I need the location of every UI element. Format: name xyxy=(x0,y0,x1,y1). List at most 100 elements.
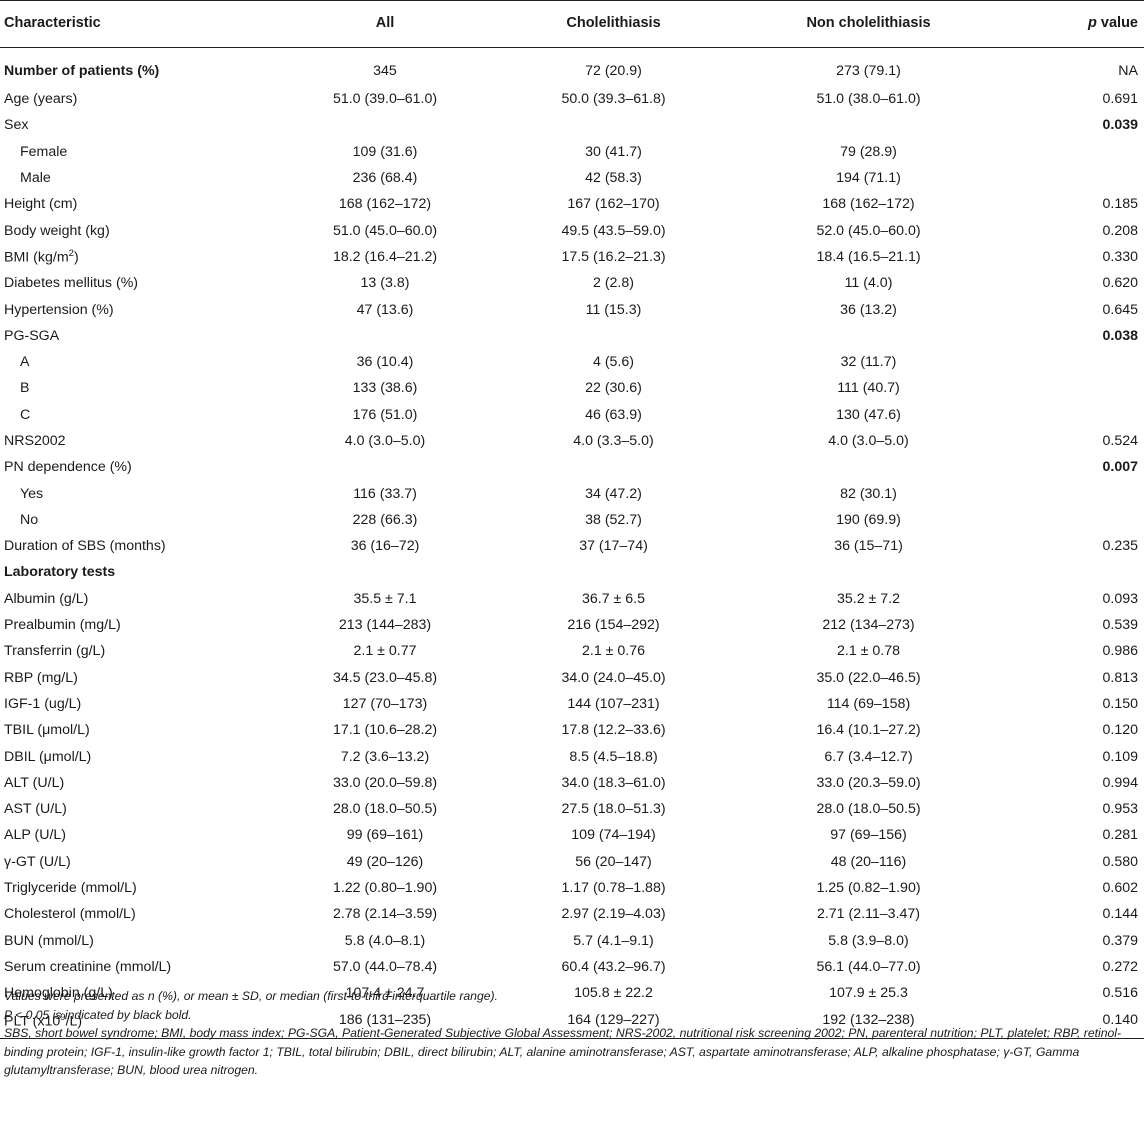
row-label-text: Hemoglobin (g/L) xyxy=(4,985,113,1002)
cell-non-cholelithiasis: 51.0 (38.0–61.0) xyxy=(816,91,921,108)
cell-cholelithiasis: 49.5 (43.5–59.0) xyxy=(561,222,666,239)
cell-non-cholelithiasis: 35.0 (22.0–46.5) xyxy=(816,669,921,686)
cell-cholelithiasis: 11 (15.3) xyxy=(585,301,642,318)
row-label: DBIL (μmol/L) xyxy=(0,743,270,769)
cell-non-cholelithiasis: 4.0 (3.0–5.0) xyxy=(828,433,909,449)
cell-non-cholelithiasis: 56.1 (44.0–77.0) xyxy=(816,958,921,975)
cell-p-value: 0.691 xyxy=(1102,91,1138,108)
cell-cholelithiasis: 4.0 (3.3–5.0) xyxy=(573,433,654,449)
cell-p-value: 0.524 xyxy=(1102,433,1138,449)
header-all: All xyxy=(270,0,500,48)
cell-p-value xyxy=(1010,507,1144,533)
cell-cholelithiasis: 17.8 (12.2–33.6) xyxy=(561,722,666,739)
row-label: B xyxy=(0,375,270,401)
table-row: Number of patients (%) 345 72 (20.9) 273 (7… xyxy=(0,48,1144,87)
cell-p-value: NA xyxy=(1118,63,1138,79)
cell-non-cholelithiasis: 130 (47.6) xyxy=(836,406,901,423)
header-non-cholelithiasis: Non cholelithiasis xyxy=(727,0,1010,48)
row-label-superscript: 9 xyxy=(60,1011,66,1023)
cell-p-value xyxy=(1010,165,1144,191)
cell-non-cholelithiasis: 114 (69–158) xyxy=(826,695,911,712)
row-label: PLT (x109/L) xyxy=(0,1006,270,1040)
row-label: Hemoglobin (g/L) xyxy=(0,980,270,1006)
cell-non-cholelithiasis xyxy=(727,112,1010,138)
row-label: A xyxy=(0,349,270,375)
table-row: NRS2002 4.0 (3.0–5.0) 4.0 (3.3–5.0) 4.0 (3.… xyxy=(0,428,1144,454)
cell-all: 116 (33.7) xyxy=(353,485,417,502)
cell-all xyxy=(270,323,500,349)
row-label: Serum creatinine (mmol/L) xyxy=(0,954,270,980)
cell-cholelithiasis: 2.1 ± 0.76 xyxy=(581,643,645,660)
cell-all: 127 (70–173) xyxy=(342,695,428,712)
cell-p-value xyxy=(1010,375,1144,401)
table-row: A 36 (10.4) 4 (5.6) 32 (11.7) xyxy=(0,349,1144,375)
cell-all: 28.0 (18.0–50.5) xyxy=(332,801,438,818)
table-row: AST (U/L) 28.0 (18.0–50.5) 27.5 (18.0–51.3… xyxy=(0,796,1144,822)
cell-p-value: 0.813 xyxy=(1102,669,1138,686)
cell-cholelithiasis xyxy=(500,112,727,138)
cell-p-value: 0.281 xyxy=(1102,827,1138,844)
cell-non-cholelithiasis: 18.4 (16.5–21.1) xyxy=(816,248,921,265)
row-label-suffix: ) xyxy=(73,249,79,266)
row-label: Triglyceride (mmol/L) xyxy=(0,875,270,901)
table-footnotes: Values were presented as n (%), or mean … xyxy=(4,987,1140,1080)
cell-all: 213 (144–283) xyxy=(338,617,432,634)
cell-cholelithiasis: 167 (162–170) xyxy=(567,196,660,213)
row-label-text: Height (cm) xyxy=(4,196,78,213)
row-label-text: Albumin (g/L) xyxy=(4,590,89,607)
cell-all: 18.2 (16.4–21.2) xyxy=(332,248,438,265)
cell-all: 168 (162–172) xyxy=(338,196,432,213)
cell-cholelithiasis: 105.8 ± 22.2 xyxy=(574,985,653,1002)
row-label-text: Yes xyxy=(20,485,44,502)
table-row: PN dependence (%) 0.007 xyxy=(0,454,1144,480)
cell-non-cholelithiasis: 36 (13.2) xyxy=(840,301,897,318)
cell-non-cholelithiasis: 52.0 (45.0–60.0) xyxy=(816,222,921,239)
row-label: Number of patients (%) xyxy=(0,48,270,87)
cell-cholelithiasis: 144 (107–231) xyxy=(567,695,660,712)
table-row: Cholesterol (mmol/L) 2.78 (2.14–3.59) 2.97… xyxy=(0,901,1144,927)
characteristics-table: Characteristic All Cholelithiasis Non ch… xyxy=(0,0,1144,1040)
cell-p-value: 0.150 xyxy=(1102,695,1138,712)
row-label: PG-SGA xyxy=(0,323,270,349)
cell-cholelithiasis xyxy=(500,454,727,480)
cell-all: 17.1 (10.6–28.2) xyxy=(332,722,438,739)
row-label: Yes xyxy=(0,480,270,506)
cell-non-cholelithiasis: 36 (15–71) xyxy=(834,538,903,555)
cell-p-value: 0.516 xyxy=(1102,985,1138,1002)
cell-non-cholelithiasis xyxy=(727,559,1010,585)
cell-all xyxy=(270,112,500,138)
cell-cholelithiasis: 34.0 (18.3–61.0) xyxy=(561,774,666,791)
cell-p-value: 0.539 xyxy=(1102,617,1138,634)
cell-p-value: 0.986 xyxy=(1102,643,1138,660)
row-label: Hypertension (%) xyxy=(0,296,270,322)
cell-non-cholelithiasis: 33.0 (20.3–59.0) xyxy=(816,774,921,791)
row-label-text: BUN (mmol/L) xyxy=(4,932,94,949)
row-label: Laboratory tests xyxy=(0,559,270,585)
cell-all: 228 (66.3) xyxy=(352,511,418,528)
cell-p-value: 0.093 xyxy=(1102,590,1138,607)
cell-cholelithiasis: 1.17 (0.78–1.88) xyxy=(561,880,666,897)
header-p-value: p value xyxy=(1010,0,1144,48)
row-label: Diabetes mellitus (%) xyxy=(0,270,270,296)
cell-all: 345 xyxy=(373,63,397,79)
cell-cholelithiasis: 60.4 (43.2–96.7) xyxy=(561,958,666,975)
cell-all xyxy=(270,559,500,585)
row-label-text: ALT (U/L) xyxy=(4,774,65,791)
table-row: Yes 116 (33.7) 34 (47.2) 82 (30.1) xyxy=(0,480,1144,506)
cell-p-value: 0.645 xyxy=(1102,301,1138,318)
cell-cholelithiasis: 2 (2.8) xyxy=(592,275,634,292)
cell-p-value: 0.007 xyxy=(1102,459,1138,476)
cell-non-cholelithiasis: 2.71 (2.11–3.47) xyxy=(816,906,921,923)
footnote-significance: P < 0.05 is indicated by black bold. xyxy=(4,1007,192,1022)
table-row: C 176 (51.0) 46 (63.9) 130 (47.6) xyxy=(0,402,1144,428)
cell-non-cholelithiasis xyxy=(727,323,1010,349)
cell-non-cholelithiasis: 35.2 ± 7.2 xyxy=(836,590,900,607)
cell-all: 51.0 (39.0–61.0) xyxy=(332,91,438,108)
table-row: Transferrin (g/L) 2.1 ± 0.77 2.1 ± 0.76 2.1… xyxy=(0,638,1144,664)
row-label-text: PLT (x10 xyxy=(4,1013,61,1030)
table-row: IGF-1 (ug/L) 127 (70–173) 144 (107–231) 114… xyxy=(0,691,1144,717)
table-row: PG-SGA 0.038 xyxy=(0,323,1144,349)
cell-p-value: 0.235 xyxy=(1102,538,1138,555)
row-label-text: BMI (kg/m xyxy=(4,249,69,266)
cell-p-value: 0.953 xyxy=(1102,801,1138,818)
